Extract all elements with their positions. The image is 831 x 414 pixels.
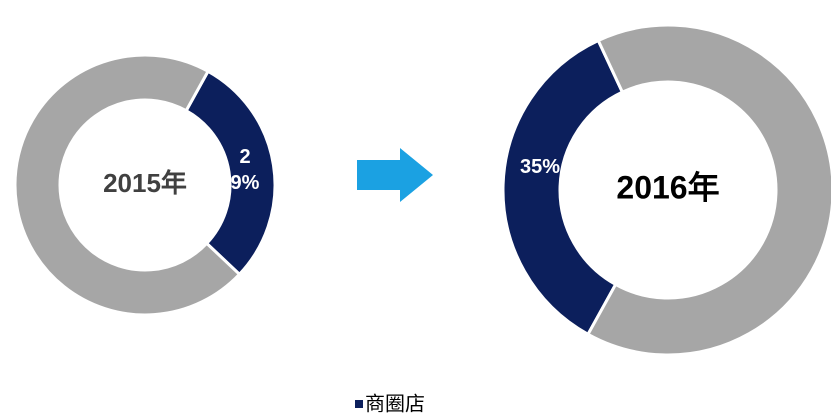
donut-segment <box>13 53 242 317</box>
donut-hole <box>61 101 229 269</box>
donut-segment <box>501 38 625 337</box>
arrow <box>357 148 433 202</box>
donut-hole <box>561 83 775 297</box>
legend-label: 商圈店 <box>365 392 425 414</box>
donut-segment <box>585 23 831 357</box>
center-label: 2015年 <box>103 168 187 198</box>
value-label: 29% <box>230 146 260 194</box>
center-label: 2016年 <box>616 169 719 205</box>
legend-swatch <box>355 400 363 408</box>
value-label: 35% <box>519 156 561 178</box>
